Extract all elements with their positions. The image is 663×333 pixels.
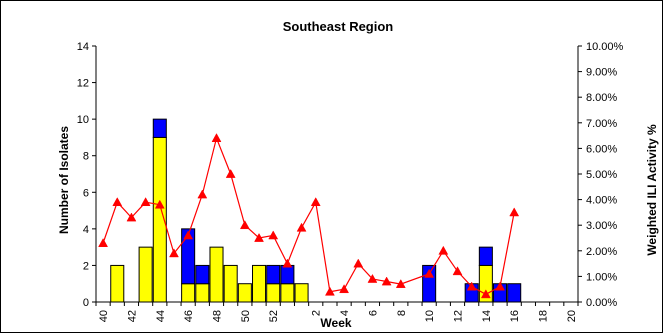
ili-point — [268, 230, 279, 240]
ili-point — [169, 248, 179, 258]
ili-point — [197, 189, 208, 199]
ili-point — [183, 230, 194, 240]
ili-point — [239, 220, 250, 230]
ili-point — [126, 212, 137, 222]
ili-point — [509, 207, 520, 217]
ili-point — [211, 133, 222, 143]
x-tick-label: 20 — [566, 310, 578, 322]
x-tick-label: 40 — [98, 310, 110, 322]
ili-point — [254, 232, 264, 242]
x-tick-label: 10 — [424, 310, 436, 322]
y-tick-label: 0 — [83, 297, 89, 309]
y-tick-label: 14 — [77, 41, 89, 53]
ili-point — [225, 168, 236, 178]
x-tick-label: 8 — [396, 310, 408, 316]
x-tick-label: 12 — [453, 310, 465, 322]
ili-point — [381, 276, 392, 286]
bar-segment — [252, 264, 267, 303]
x-tick-label: 46 — [183, 310, 195, 322]
x-tick-label: 4 — [339, 310, 351, 316]
bar-segment — [195, 264, 210, 285]
y2-tick-label: 0.00% — [586, 297, 617, 309]
y-tick-label: 8 — [83, 151, 89, 163]
bar-segment — [237, 283, 252, 303]
bar-segment — [266, 264, 281, 285]
ili-point — [367, 273, 378, 283]
ili-point — [296, 222, 307, 232]
ili-point — [452, 266, 463, 276]
x-tick-label: 6 — [367, 310, 379, 316]
bar-segment — [110, 264, 125, 303]
y2-tick-label: 5.00% — [586, 169, 617, 181]
chart-title: Southeast Region — [283, 19, 394, 34]
x-tick-label: 44 — [155, 310, 167, 322]
y-tick-label: 12 — [77, 78, 89, 90]
x-tick-label: 14 — [481, 310, 493, 322]
ili-point — [480, 289, 491, 299]
y2-tick-label: 7.00% — [586, 118, 617, 130]
bar-segment — [280, 264, 295, 285]
bar-segment — [181, 228, 196, 285]
bar-segment — [152, 118, 167, 138]
ili-point — [438, 245, 449, 255]
y-axis-title: Number of Isolates — [57, 126, 71, 234]
ili-point — [353, 258, 364, 268]
bar-segment — [181, 283, 196, 303]
ili-point — [140, 197, 151, 207]
ili-point — [112, 197, 123, 207]
y2-tick-label: 2.00% — [586, 246, 617, 258]
ili-point — [310, 197, 321, 207]
bar-segment — [294, 283, 309, 303]
y2-tick-label: 10.00% — [586, 41, 624, 53]
y2-tick-label: 6.00% — [586, 143, 617, 155]
bar-segment — [138, 246, 153, 303]
x-tick-label: 50 — [240, 310, 252, 322]
y2-tick-label: 9.00% — [586, 67, 617, 79]
ili-point — [98, 238, 109, 247]
ili-point — [395, 279, 406, 288]
y2-tick-label: 1.00% — [586, 271, 617, 283]
y-tick-label: 10 — [77, 114, 89, 126]
y-tick-label: 2 — [83, 260, 89, 272]
ili-point — [339, 284, 350, 294]
x-axis-title: Week — [320, 316, 351, 330]
y2-tick-label: 4.00% — [586, 195, 617, 207]
bar-segment — [280, 283, 295, 303]
bar-segment — [507, 283, 522, 303]
bar-segment — [209, 246, 224, 303]
x-tick-label: 42 — [126, 310, 138, 322]
x-tick-label: 18 — [538, 310, 550, 322]
bar-segment — [195, 283, 210, 303]
y-tick-label: 6 — [83, 187, 89, 199]
ili-point — [495, 281, 505, 291]
ili-point — [154, 199, 165, 209]
y2-tick-label: 8.00% — [586, 92, 617, 104]
ili-point — [324, 286, 335, 296]
y-tick-label: 4 — [83, 224, 89, 236]
ili-point — [282, 258, 293, 268]
x-tick-label: 48 — [212, 310, 224, 322]
x-tick-label: 16 — [509, 310, 521, 322]
bar-segment — [223, 264, 238, 303]
bar-segment — [478, 246, 493, 266]
bar-segment — [266, 283, 281, 303]
ili-point — [466, 281, 477, 291]
x-tick-label: 52 — [268, 310, 280, 322]
y2-tick-label: 3.00% — [586, 220, 617, 232]
y2-axis-title: Weighted ILI Activity % — [645, 124, 659, 256]
ili-point — [424, 268, 435, 278]
x-tick-label: 2 — [311, 310, 323, 316]
